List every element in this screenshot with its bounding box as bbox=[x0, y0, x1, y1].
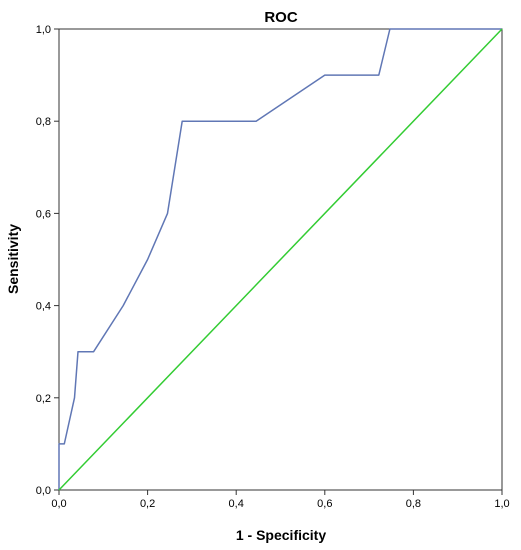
series-layer bbox=[58, 28, 503, 491]
y-tick-label: 0,8 bbox=[36, 116, 51, 128]
x-axis-title: 1 - Specificity bbox=[236, 527, 326, 543]
y-tick-label: 1,0 bbox=[36, 24, 51, 36]
roc-curve-line bbox=[58, 28, 502, 490]
x-axis: 0,0 0,2 0,4 0,6 0,8 1,0 bbox=[51, 490, 510, 510]
y-tick-label: 0,2 bbox=[36, 393, 51, 405]
x-tick-label: 0,8 bbox=[406, 498, 421, 510]
reference-line bbox=[58, 28, 503, 491]
y-tick-label: 0,6 bbox=[36, 208, 51, 220]
x-tick-label: 1,0 bbox=[494, 498, 509, 510]
y-axis: 0,0 0,2 0,4 0,6 0,8 1,0 bbox=[36, 24, 59, 497]
y-tick-label: 0,0 bbox=[36, 485, 51, 497]
x-tick-label: 0,2 bbox=[140, 498, 155, 510]
x-tick-label: 0,0 bbox=[51, 498, 66, 510]
y-axis-title: Sensitivity bbox=[5, 224, 21, 294]
chart-title: ROC bbox=[264, 9, 298, 26]
x-tick-label: 0,4 bbox=[229, 498, 244, 510]
x-tick-label: 0,6 bbox=[317, 498, 332, 510]
y-tick-label: 0,4 bbox=[36, 301, 51, 313]
